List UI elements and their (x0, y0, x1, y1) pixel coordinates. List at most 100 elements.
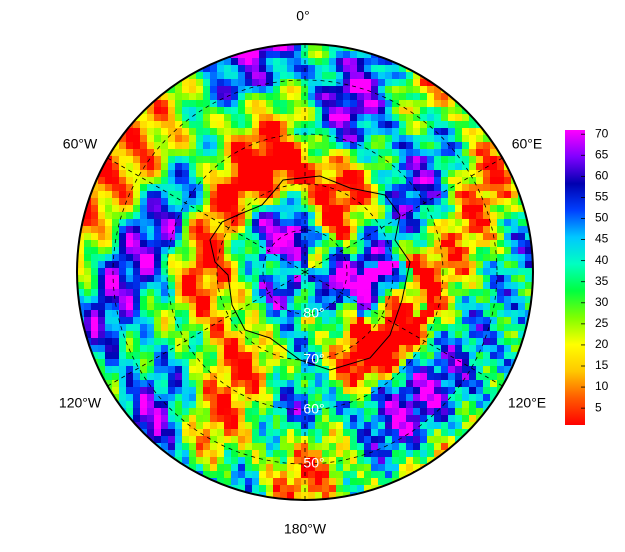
field-cell (420, 366, 428, 374)
field-cell (336, 128, 344, 136)
field-cell (238, 135, 246, 143)
field-cell (308, 247, 316, 255)
field-cell (343, 345, 351, 353)
field-cell (266, 394, 274, 402)
field-cell (413, 212, 421, 220)
field-cell (189, 310, 197, 318)
field-cell (203, 107, 211, 115)
field-cell (98, 282, 106, 290)
field-cell (511, 324, 519, 332)
field-cell (322, 492, 330, 500)
field-cell (434, 107, 442, 115)
field-cell (329, 443, 337, 451)
field-cell (161, 135, 169, 143)
field-cell (154, 324, 162, 332)
field-cell (266, 212, 274, 220)
field-cell (259, 289, 267, 297)
field-cell (329, 317, 337, 325)
meridian (107, 271, 306, 387)
field-cell (105, 226, 113, 234)
field-cell (322, 352, 330, 360)
field-cell (469, 401, 477, 409)
field-cell (182, 289, 190, 297)
field-cell (448, 261, 456, 269)
field-cell (420, 226, 428, 234)
field-cell (392, 380, 400, 388)
field-cell (448, 191, 456, 199)
field-cell (280, 317, 288, 325)
colorbar-tick-label: 15 (595, 358, 609, 372)
field-cell (280, 226, 288, 234)
field-cell (455, 142, 463, 150)
field-cell (210, 359, 218, 367)
field-cell (196, 324, 204, 332)
field-cell (336, 401, 344, 409)
field-cell (462, 387, 470, 395)
field-cell (462, 247, 470, 255)
field-cell (385, 408, 393, 416)
field-cell (476, 401, 484, 409)
longitude-label: 0° (296, 8, 309, 24)
field-cell (273, 226, 281, 234)
field-cell (231, 310, 239, 318)
field-cell (343, 296, 351, 304)
field-cell (399, 345, 407, 353)
field-cell (161, 114, 169, 122)
field-cell (448, 345, 456, 353)
field-cell (147, 170, 155, 178)
field-cell (406, 170, 414, 178)
field-cell (497, 142, 505, 150)
field-cell (217, 310, 225, 318)
field-cell (189, 149, 197, 157)
field-cell (119, 345, 127, 353)
field-cell (238, 478, 246, 486)
field-cell (238, 443, 246, 451)
field-cell (357, 352, 365, 360)
field-cell (105, 240, 113, 248)
field-cell (315, 86, 323, 94)
field-cell (455, 226, 463, 234)
field-cell (217, 331, 225, 339)
field-cell (273, 142, 281, 150)
field-cell (105, 177, 113, 185)
colorbar-tick-label: 65 (595, 147, 609, 161)
field-cell (336, 51, 344, 59)
field-cell (406, 135, 414, 143)
field-cell (371, 170, 379, 178)
field-cell (147, 163, 155, 171)
field-cell (203, 331, 211, 339)
field-cell (455, 429, 463, 437)
field-cell (392, 450, 400, 458)
field-cell (126, 135, 134, 143)
field-cell (364, 338, 372, 346)
field-cell (357, 443, 365, 451)
field-cell (175, 107, 183, 115)
field-cell (77, 303, 85, 311)
colorbar-tick-label: 5 (595, 400, 602, 414)
field-cell (287, 422, 295, 430)
field-cell (364, 100, 372, 108)
field-cell (147, 156, 155, 164)
field-cell (161, 415, 169, 423)
field-cell (196, 401, 204, 409)
field-cell (322, 324, 330, 332)
field-cell (126, 275, 134, 283)
field-cell (140, 408, 148, 416)
field-cell (168, 170, 176, 178)
field-cell (427, 359, 435, 367)
field-cell (385, 142, 393, 150)
field-cell (119, 254, 127, 262)
field-cell (273, 373, 281, 381)
field-cell (322, 317, 330, 325)
field-cell (329, 107, 337, 115)
field-cell (273, 135, 281, 143)
field-cell (371, 240, 379, 248)
field-cell (259, 247, 267, 255)
field-cell (238, 86, 246, 94)
field-cell (364, 212, 372, 220)
field-cell (140, 177, 148, 185)
field-cell (189, 401, 197, 409)
field-cell (203, 65, 211, 73)
field-cell (224, 366, 232, 374)
field-cell (350, 464, 358, 472)
